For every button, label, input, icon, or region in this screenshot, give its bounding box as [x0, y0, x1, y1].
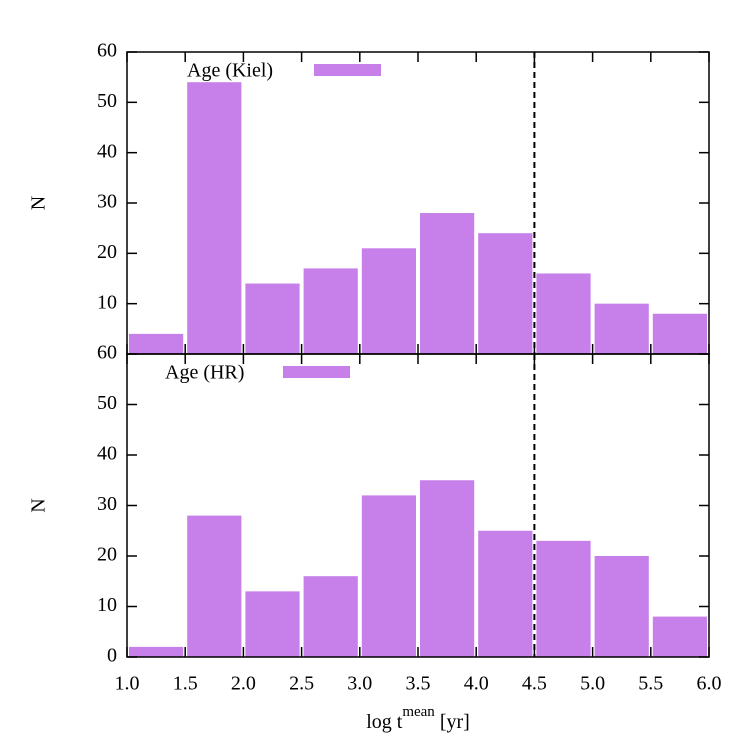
bar: [187, 82, 242, 354]
bar: [478, 530, 533, 657]
x-tick-label: 3.5: [406, 673, 431, 695]
bar: [420, 480, 475, 657]
bar: [536, 540, 591, 657]
y-tick-label: 20: [97, 544, 117, 566]
bar: [245, 591, 300, 657]
bar: [303, 268, 358, 354]
legend-swatch: [314, 64, 381, 76]
legend-label: Age (HR): [165, 362, 244, 384]
x-tick-label: 5.5: [638, 673, 663, 695]
bar: [129, 646, 184, 657]
legend-label: Age (Kiel): [187, 60, 273, 82]
bar: [594, 303, 649, 354]
y-tick-label: 0: [107, 645, 117, 667]
bar: [129, 333, 184, 354]
y-tick-label: 50: [97, 392, 117, 414]
y-axis-label: N: [28, 498, 50, 512]
x-axis-label-base: log t: [366, 711, 403, 733]
bar: [594, 556, 649, 657]
x-tick-label: 2.5: [289, 673, 314, 695]
bar: [303, 576, 358, 657]
legend-swatch: [283, 366, 350, 378]
bar: [652, 313, 707, 354]
y-tick-label: 40: [97, 140, 117, 162]
y-tick-label: 60: [97, 342, 117, 364]
bar: [361, 495, 416, 657]
bar: [478, 233, 533, 354]
x-tick-label: 1.5: [173, 673, 198, 695]
bar: [536, 273, 591, 354]
x-tick-label: 3.0: [347, 673, 372, 695]
y-tick-label: 10: [97, 291, 117, 313]
x-tick-label: 1.0: [115, 673, 140, 695]
bar: [361, 248, 416, 354]
x-axis-label: log tmean [yr]: [366, 704, 470, 732]
bar: [187, 515, 242, 657]
y-tick-label: 40: [97, 443, 117, 465]
x-axis-label-unit: [yr]: [440, 711, 470, 733]
y-tick-label: 30: [97, 493, 117, 515]
x-tick-label: 5.0: [580, 673, 605, 695]
bar: [420, 213, 475, 354]
y-axis-label: N: [28, 196, 50, 210]
plot-frame: [126, 353, 710, 658]
x-tick-label: 6.0: [697, 673, 722, 695]
x-tick-label: 4.5: [522, 673, 547, 695]
y-tick-label: 20: [97, 241, 117, 263]
bar: [652, 616, 707, 657]
y-tick-label: 50: [97, 90, 117, 112]
x-axis-label-sup: mean: [402, 704, 435, 720]
x-tick-label: 4.0: [464, 673, 489, 695]
x-tick-label: 2.0: [231, 673, 256, 695]
y-tick-label: 30: [97, 191, 117, 213]
y-tick-label: 10: [97, 594, 117, 616]
bar: [245, 283, 300, 354]
y-tick-label: 60: [97, 40, 117, 62]
